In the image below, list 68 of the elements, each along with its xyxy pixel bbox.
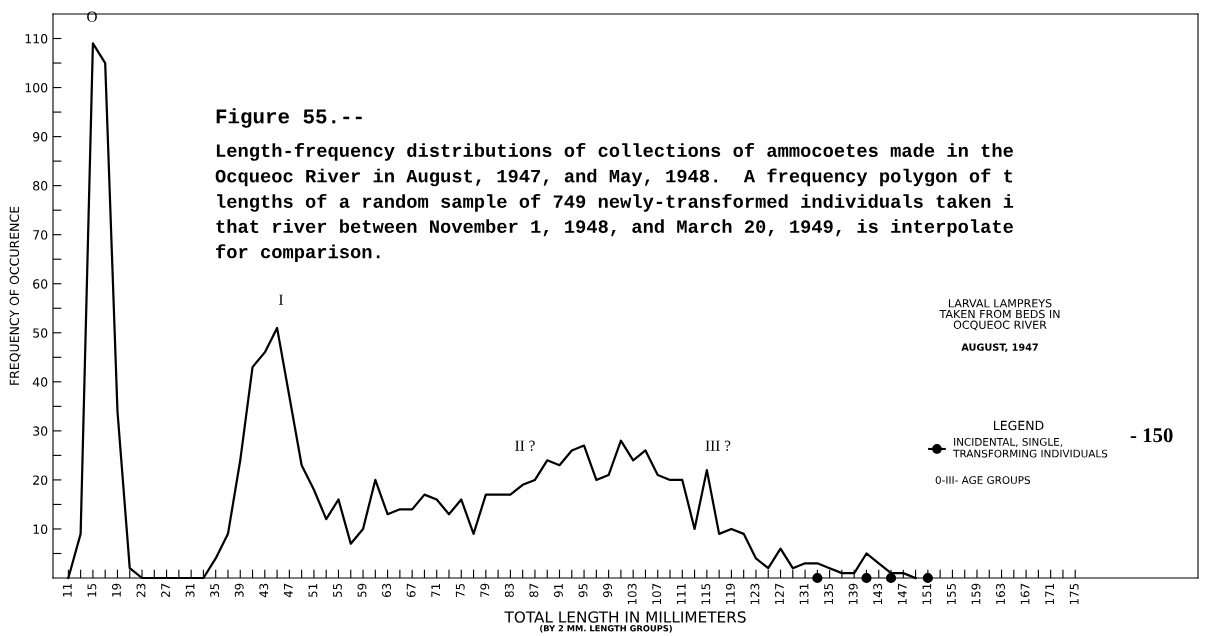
- x-tick-label: 55: [333, 583, 342, 597]
- annotation: Figure 55.--: [216, 108, 362, 128]
- x-tick-label: 31: [185, 583, 195, 597]
- x-tick-label: 39: [234, 583, 244, 597]
- x-tick-label: 123: [750, 583, 760, 605]
- x-tick-label: 35: [210, 583, 220, 597]
- x-tick-label: 143: [873, 583, 883, 605]
- x-tick-label: 19: [111, 583, 121, 597]
- y-tick-label: 30: [33, 426, 48, 436]
- x-tick-label: 127: [775, 583, 784, 605]
- x-tick-label: 75: [455, 583, 465, 597]
- x-tick-label: 91: [554, 583, 563, 598]
- y-tick-label: 90: [33, 132, 48, 142]
- x-tick-label: 103: [627, 583, 637, 605]
- x-tick-label: 15: [87, 583, 97, 597]
- x-tick-label: 131: [799, 583, 809, 605]
- annotation: III ?: [705, 440, 731, 451]
- annotation: O: [87, 11, 97, 22]
- x-tick-label: 87: [529, 583, 539, 598]
- x-tick-label: 27: [161, 583, 170, 598]
- y-tick-label: 50: [33, 328, 48, 338]
- x-axis-title: TOTAL LENGTH IN MILLIMETERS: [504, 611, 746, 623]
- x-tick-label: 167: [1020, 583, 1030, 605]
- x-tick-label: 147: [897, 583, 907, 605]
- y-tick-label: 20: [33, 475, 48, 485]
- x-tick-label: 139: [848, 583, 858, 605]
- x-tick-label: 71: [431, 583, 440, 597]
- x-tick-label: 47: [284, 583, 293, 598]
- y-tick-label: 60: [33, 279, 48, 289]
- x-tick-label: 159: [971, 583, 981, 605]
- annotation: I: [279, 294, 284, 305]
- legend-label: INCIDENTAL, SINGLE, TRANSFORMING INDIVIDUALS: [953, 437, 1108, 458]
- x-tick-label: 11: [63, 583, 72, 597]
- annotation: Length-frequency distributions of collections of ammocoetes made in the Ocqueoc River in August, 1947, and May, 1948. A frequency polygon of t lengths of a random sample of 749 newly-transformed individuals taken i that river between November 1, 1948, and March 20, 1949, is interpolate for comparison.: [215, 143, 1014, 263]
- text: (BY 2 MM. LENGTH GROUPS): [540, 624, 672, 633]
- x-tick-label: 79: [480, 583, 490, 597]
- y-tick-label: 70: [33, 230, 48, 240]
- x-tick-label: 23: [136, 583, 146, 598]
- x-tick-label: 83: [504, 583, 514, 598]
- annotation: II ?: [515, 440, 535, 451]
- annotation: LARVAL LAMPREYS TAKEN FROM BEDS IN OCQUEOC RIVER: [939, 299, 1060, 331]
- x-tick-label: 63: [382, 583, 392, 598]
- annotation: - 150: [1130, 428, 1173, 443]
- x-tick-label: 155: [947, 583, 956, 605]
- y-tick-label: 10: [33, 524, 48, 534]
- x-tick-label: 119: [725, 583, 735, 605]
- x-tick-label: 99: [603, 583, 613, 598]
- x-tick-label: 51: [308, 583, 318, 597]
- x-tick-label: 43: [259, 583, 269, 598]
- x-tick-label: 171: [1045, 583, 1054, 605]
- x-tick-label: 135: [824, 583, 834, 605]
- annotation: 0-III- AGE GROUPS: [935, 476, 1031, 485]
- x-tick-label: 151: [922, 583, 932, 605]
- x-tick-label: 67: [406, 583, 416, 598]
- y-tick-label: 100: [25, 83, 48, 93]
- x-tick-label: 115: [701, 583, 711, 605]
- x-tick-label: 95: [578, 583, 588, 598]
- x-tick-label: 175: [1069, 583, 1079, 605]
- x-tick-label: 107: [652, 583, 662, 605]
- x-tick-label: 59: [357, 583, 367, 597]
- y-tick-label: 40: [32, 377, 48, 387]
- x-tick-label: 111: [676, 583, 686, 605]
- y-axis-title: FREQUENCY OF OCCURENCE: [9, 206, 21, 385]
- annotation: AUGUST, 1947: [961, 343, 1038, 353]
- y-tick-label: 110: [25, 33, 48, 44]
- y-tick-label: 80: [33, 181, 48, 191]
- x-tick-label: 163: [996, 583, 1005, 605]
- legend-title: LEGEND: [994, 420, 1044, 431]
